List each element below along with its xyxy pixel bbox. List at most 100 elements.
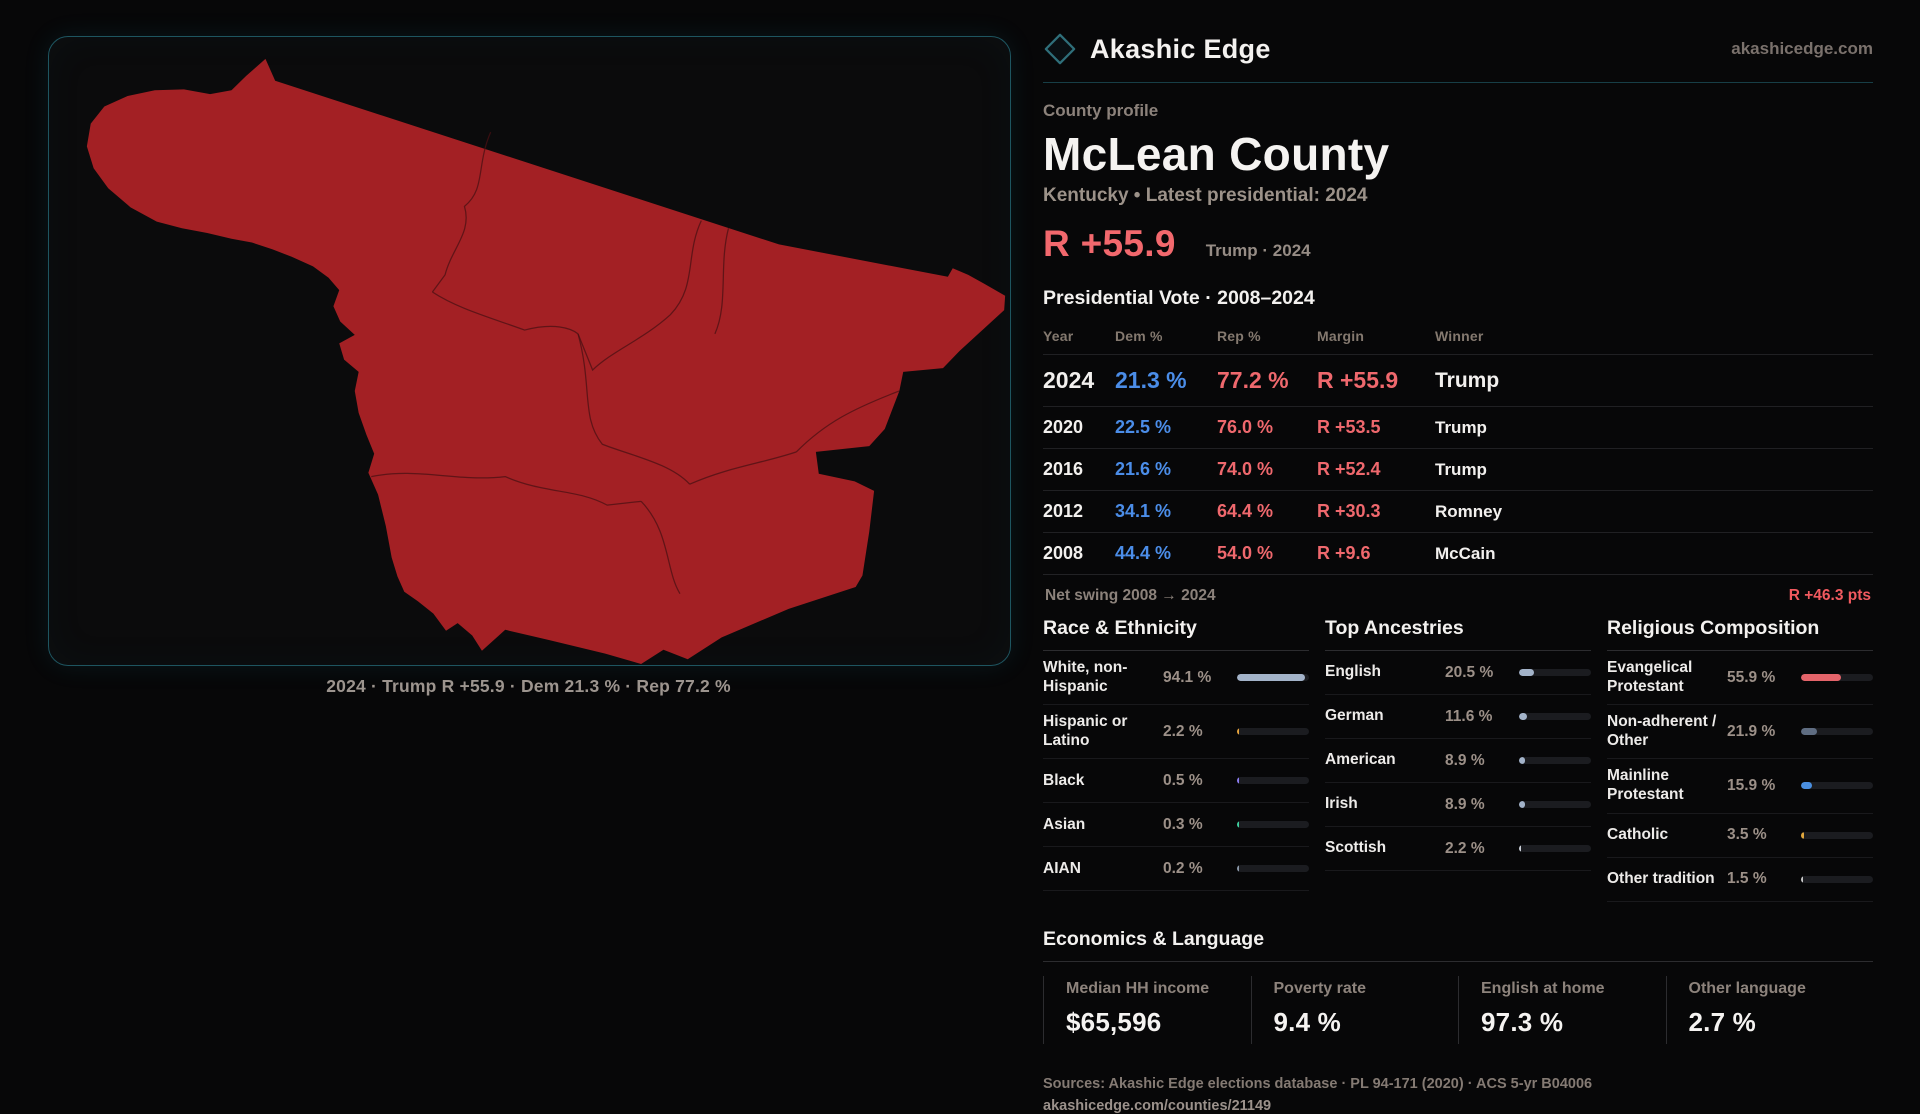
demo-label: English — [1325, 663, 1381, 681]
stat-label: Other language — [1688, 979, 1806, 997]
footer: Sources: Akashic Edge elections database… — [1043, 1076, 1873, 1114]
list-item: American 8.9 % — [1325, 739, 1591, 783]
demo-bar-track — [1801, 782, 1873, 790]
demo-value: 11.6 % — [1445, 707, 1493, 725]
demo-label: Scottish — [1325, 839, 1387, 857]
list-item: Irish 8.9 % — [1325, 783, 1591, 827]
brand-diamond-icon[interactable] — [1043, 32, 1077, 66]
stat-label: English at home — [1481, 979, 1605, 997]
list-item: Asian 0.3 % — [1043, 803, 1309, 848]
list-item: White, non-Hispanic 94.1 % — [1043, 651, 1309, 706]
eyebrow-label: County profile — [1043, 101, 1159, 120]
demo-bar-track — [1801, 875, 1873, 883]
demo-bar-fill — [1801, 831, 1804, 839]
demo-label: Black — [1043, 771, 1085, 789]
vote-cell-rep: 64.4 % — [1217, 501, 1274, 521]
demo-label: AIAN — [1043, 859, 1081, 877]
county-profile-card: Akashic Edge akashicedge.com County prof… — [1043, 26, 1873, 1114]
list-item: Catholic 3.5 % — [1607, 814, 1873, 858]
margin-value: R +55.9 — [1043, 223, 1176, 264]
list-item: English 20.5 % — [1325, 651, 1591, 695]
demo-label: Evangelical Protestant — [1607, 659, 1693, 695]
demo-bar-fill — [1237, 865, 1239, 873]
section-rows: English 20.5 % German 11.6 % American 8.9 % Ir… — [1325, 651, 1591, 871]
vote-cell-winner: Trump — [1435, 368, 1500, 392]
page-title: McLean County — [1043, 128, 1390, 180]
state-subtitle: Kentucky • Latest presidential: 2024 — [1043, 185, 1368, 206]
demo-bar-fill — [1237, 674, 1305, 682]
county-map-panel — [48, 36, 1011, 666]
demo-bar-fill — [1237, 821, 1239, 829]
demo-value: 2.2 % — [1163, 722, 1203, 740]
demo-bar-fill — [1519, 801, 1526, 808]
column-header: Year — [1043, 328, 1074, 344]
net-swing-value: R +46.3 pts — [1788, 587, 1871, 604]
demo-bar-track — [1237, 728, 1309, 736]
vote-cell-dem: 22.5 % — [1115, 417, 1172, 437]
brand-name[interactable]: Akashic Edge — [1090, 33, 1271, 64]
demo-label: German — [1325, 707, 1384, 725]
demo-value: 1.5 % — [1727, 870, 1767, 888]
stat-cell: Median HH income $65,596 — [1043, 975, 1251, 1044]
list-item: Other tradition 1.5 % — [1607, 858, 1873, 902]
demo-bar-track — [1801, 831, 1873, 839]
section-title: Religious Composition — [1607, 617, 1873, 651]
demo-bar-track — [1801, 728, 1873, 736]
demo-label: Asian — [1043, 815, 1086, 833]
vote-cell-year: 2024 — [1043, 367, 1095, 393]
demo-value: 8.9 % — [1445, 751, 1485, 769]
demo-label: Mainline Protestant — [1607, 767, 1684, 803]
vote-cell-margin: R +55.9 — [1317, 367, 1399, 393]
column-header: Margin — [1317, 328, 1365, 344]
site-domain-link[interactable]: akashicedge.com — [1731, 39, 1873, 58]
vote-cell-rep: 77.2 % — [1217, 367, 1289, 393]
demo-bar-fill — [1237, 728, 1239, 736]
net-swing-row: Net swing 2008 → 2024 R +46.3 pts — [1043, 575, 1873, 615]
vote-cell-rep: 76.0 % — [1217, 417, 1274, 437]
demo-bar-track — [1801, 674, 1873, 682]
vote-cell-margin: R +9.6 — [1317, 543, 1371, 563]
permalink[interactable]: akashicedge.com/counties/21149 — [1043, 1097, 1272, 1114]
list-item: Hispanic or Latino 2.2 % — [1043, 705, 1309, 760]
demo-bar-fill — [1519, 757, 1526, 764]
section-rows: White, non-Hispanic 94.1 % Hispanic or Lat… — [1043, 651, 1309, 892]
demo-value: 15.9 % — [1727, 776, 1776, 794]
vote-cell-dem: 34.1 % — [1115, 501, 1172, 521]
section-race-ethnicity: Race & Ethnicity White, non-Hispanic 94.1… — [1043, 617, 1309, 902]
demo-bar-track — [1519, 757, 1591, 764]
table-row: 2008 44.4 % 54.0 % R +9.6 McCain — [1043, 532, 1873, 574]
section-religious-composition: Religious Composition Evangelical Protes… — [1607, 617, 1873, 902]
vote-cell-margin: R +52.4 — [1317, 459, 1381, 479]
demo-bar-fill — [1519, 845, 1521, 852]
demo-value: 94.1 % — [1163, 668, 1212, 686]
demo-label: Other tradition — [1607, 869, 1715, 887]
stat-value: 97.3 % — [1481, 1006, 1564, 1037]
demo-bar-fill — [1519, 669, 1534, 676]
demo-bar-track — [1519, 845, 1591, 852]
column-header: Dem % — [1115, 328, 1163, 344]
demo-bar-track — [1237, 777, 1309, 785]
table-row: 2012 34.1 % 64.4 % R +30.3 Romney — [1043, 490, 1873, 532]
table-row: 2024 21.3 % 77.2 % R +55.9 Trump — [1043, 354, 1873, 406]
demo-value: 20.5 % — [1445, 663, 1494, 681]
demo-bar-fill — [1801, 674, 1842, 682]
demo-bar-track — [1519, 713, 1591, 720]
vote-cell-winner: Romney — [1435, 501, 1503, 521]
vote-cell-winner: Trump — [1435, 459, 1487, 479]
vote-cell-year: 2016 — [1043, 459, 1084, 479]
demo-value: 8.9 % — [1445, 795, 1485, 813]
list-item: Evangelical Protestant 55.9 % — [1607, 651, 1873, 706]
vote-cell-year: 2012 — [1043, 501, 1084, 521]
demo-value: 3.5 % — [1727, 826, 1767, 844]
list-item: Scottish 2.2 % — [1325, 827, 1591, 871]
demo-value: 0.5 % — [1163, 771, 1203, 789]
economics-stats: Median HH income $65,596 Poverty rate 9.4 %… — [1043, 975, 1873, 1044]
vote-table-body: 2024 21.3 % 77.2 % R +55.9 Trump 2020 22.5 % 76… — [1043, 354, 1873, 574]
demographic-sections: Race & Ethnicity White, non-Hispanic 94.1… — [1043, 617, 1873, 902]
vote-cell-dem: 21.3 % — [1115, 367, 1187, 393]
demo-bar-fill — [1237, 777, 1239, 785]
vote-cell-margin: R +30.3 — [1317, 501, 1381, 521]
list-item: Black 0.5 % — [1043, 759, 1309, 804]
vote-table-header: Year Dem % Rep % Margin Winner — [1043, 320, 1873, 354]
demo-bar-track — [1519, 801, 1591, 808]
